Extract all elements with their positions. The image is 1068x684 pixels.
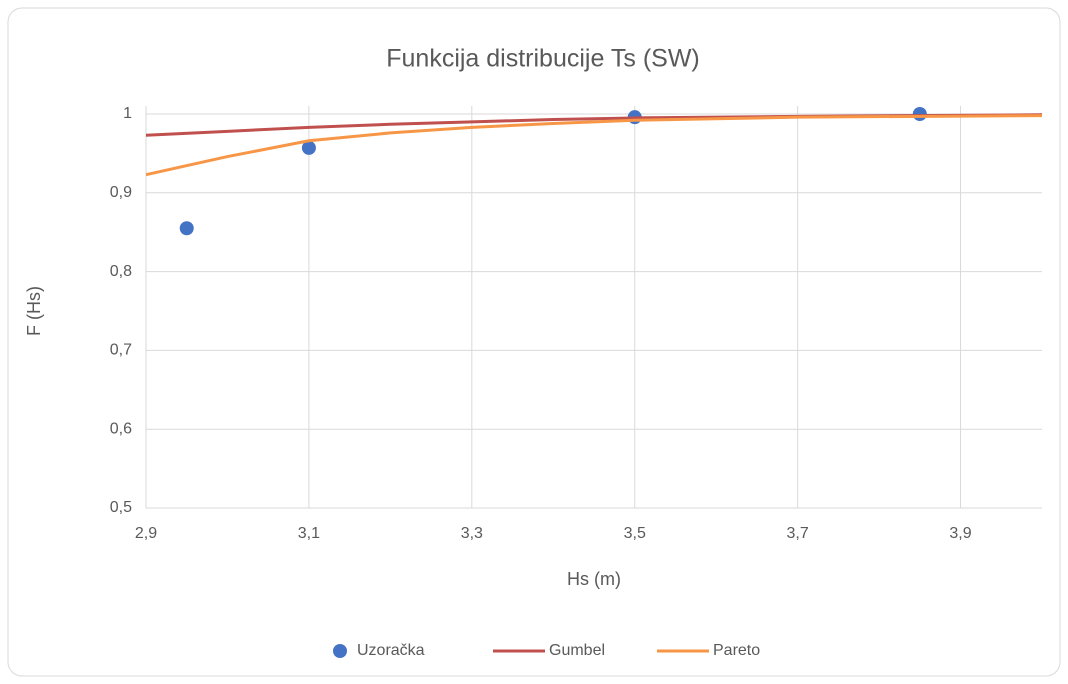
chart-title: Funkcija distribucije Ts (SW) — [386, 45, 700, 73]
x-tick-label: 3,3 — [461, 525, 483, 542]
chart-frame — [7, 7, 1061, 677]
data-point — [912, 107, 927, 121]
x-tick-label: 3,9 — [949, 525, 971, 542]
legend-label: Gumbel — [549, 642, 605, 659]
y-tick-label: 0,9 — [110, 184, 132, 201]
x-tick-label: 3,5 — [624, 525, 646, 542]
y-axis-label: F (Hs) — [24, 286, 44, 336]
x-tick-label: 3,7 — [787, 525, 809, 542]
line-series — [145, 114, 1043, 177]
legend-label: Pareto — [713, 642, 760, 659]
legend-swatch — [333, 644, 347, 658]
y-tick-label: 0,7 — [110, 342, 132, 359]
data-point — [301, 140, 316, 155]
y-tick-label: 1 — [123, 105, 132, 122]
x-axis-label: Hs (m) — [567, 569, 621, 589]
x-tick-label: 3,1 — [298, 525, 320, 542]
x-tick-label: 2,9 — [135, 525, 157, 542]
data-point — [179, 221, 194, 236]
y-tick-label: 0,5 — [110, 499, 132, 516]
y-tick-label: 0,6 — [110, 420, 132, 437]
legend-label: Uzoračka — [357, 642, 425, 659]
y-tick-label: 0,8 — [110, 263, 132, 280]
